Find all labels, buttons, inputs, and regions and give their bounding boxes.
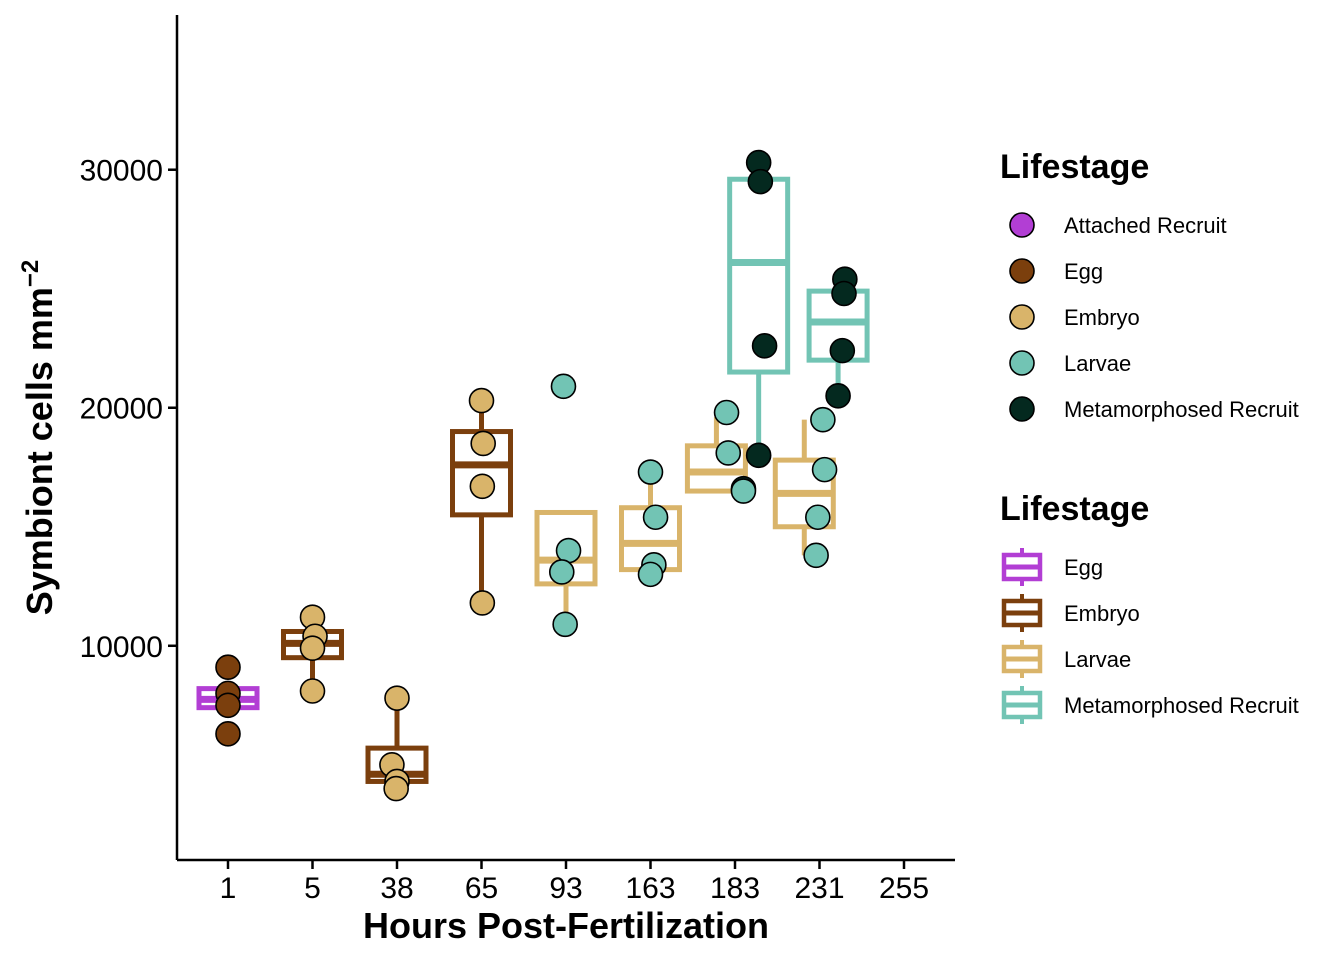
y-axis: 10000 20000 30000 [80, 15, 179, 860]
legend-title: Lifestage [1000, 148, 1149, 186]
data-point [810, 406, 836, 433]
x-tick-label: 38 [380, 872, 413, 905]
data-point [548, 559, 575, 585]
data-point [825, 383, 851, 409]
data-point [715, 440, 742, 466]
legends: Lifestage Attached Recruit Egg Embryo Larvae… [1000, 148, 1299, 724]
x-tick-label: 65 [465, 872, 498, 905]
legend-item: Embryo [1009, 304, 1140, 330]
legend-key-point [1009, 304, 1035, 330]
data-point [215, 654, 241, 680]
data-point [552, 611, 578, 638]
x-axis-title: Hours Post-Fertilization [363, 905, 769, 946]
data-point [831, 280, 857, 307]
y-tick-label: 10000 [80, 631, 163, 664]
data-point [811, 456, 838, 483]
legend-label: Embryo [1064, 305, 1140, 330]
legend-label: Metamorphosed Recruit [1064, 397, 1299, 422]
legend-label: Egg [1064, 555, 1103, 580]
x-tick-label: 163 [625, 872, 675, 905]
data-point [550, 373, 577, 400]
legend-item: Larvae [1009, 350, 1131, 376]
legend-item: Attached Recruit [1009, 212, 1227, 238]
data-point [384, 685, 410, 711]
y-axis-title-main: Symbiont cells mm [19, 287, 60, 615]
legend-label: Attached Recruit [1064, 213, 1227, 238]
legend-key-point [1009, 212, 1035, 238]
legend-label: Embryo [1064, 601, 1140, 626]
data-point [642, 504, 669, 531]
plot-area [196, 149, 870, 802]
data-point [637, 561, 664, 588]
legend-label: Larvae [1064, 647, 1131, 672]
legend-label: Egg [1064, 259, 1103, 284]
data-point [805, 504, 831, 531]
data-point [468, 387, 495, 414]
x-tick-label: 255 [879, 872, 929, 905]
data-point [747, 168, 774, 195]
data-point [215, 692, 241, 719]
x-tick-label: 1 [220, 872, 237, 905]
data-point [383, 775, 409, 802]
data-point [469, 590, 496, 616]
legend-item: Metamorphosed Recruit [1009, 396, 1299, 422]
legend-item: Larvae [1001, 640, 1131, 678]
x-tick-label: 5 [304, 872, 321, 905]
x-axis: 1 5 38 65 93 163 183 231 255 [177, 858, 955, 905]
y-axis-title-sup: −2 [17, 260, 44, 287]
legend-label: Larvae [1064, 351, 1131, 376]
legend-title: Lifestage [1000, 490, 1149, 528]
y-tick-label: 20000 [80, 393, 163, 426]
box-231-larvae [772, 419, 836, 556]
legend-item: Egg [1001, 548, 1103, 586]
data-point [299, 678, 326, 704]
data-point [730, 478, 757, 504]
legend-key-point [1009, 396, 1035, 422]
data-point [713, 399, 740, 426]
data-point [555, 537, 582, 564]
data-point [470, 430, 496, 457]
x-tick-label: 231 [794, 872, 844, 905]
data-point [803, 542, 829, 569]
legend-key-point [1009, 350, 1035, 376]
legend-item: Metamorphosed Recruit [1001, 686, 1299, 724]
legend-label: Metamorphosed Recruit [1064, 693, 1299, 718]
data-point [751, 333, 778, 359]
legend-box: Lifestage Egg Embryo Larvae Metamorphosed Re… [1000, 490, 1299, 724]
data-point [745, 442, 772, 469]
data-point [215, 721, 241, 747]
legend-item: Egg [1009, 258, 1103, 284]
data-point [469, 473, 496, 500]
data-point [299, 635, 326, 661]
y-tick-label: 30000 [80, 155, 163, 188]
legend-item: Embryo [1001, 594, 1140, 632]
data-point [637, 459, 664, 485]
legend-key-point [1009, 258, 1035, 284]
y-axis-title: Symbiont cells mm−2 [17, 260, 60, 615]
legend-point: Lifestage Attached Recruit Egg Embryo Larvae… [1000, 148, 1299, 422]
data-point [829, 337, 856, 364]
x-tick-label: 93 [549, 872, 582, 905]
x-tick-label: 183 [710, 872, 760, 905]
